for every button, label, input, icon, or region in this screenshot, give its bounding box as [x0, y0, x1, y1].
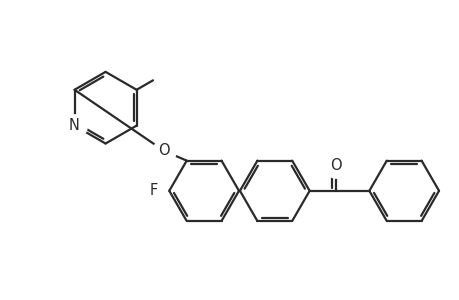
Text: O: O	[329, 158, 341, 173]
Text: N: N	[69, 118, 80, 133]
Text: O: O	[158, 143, 170, 158]
Text: F: F	[150, 183, 158, 198]
